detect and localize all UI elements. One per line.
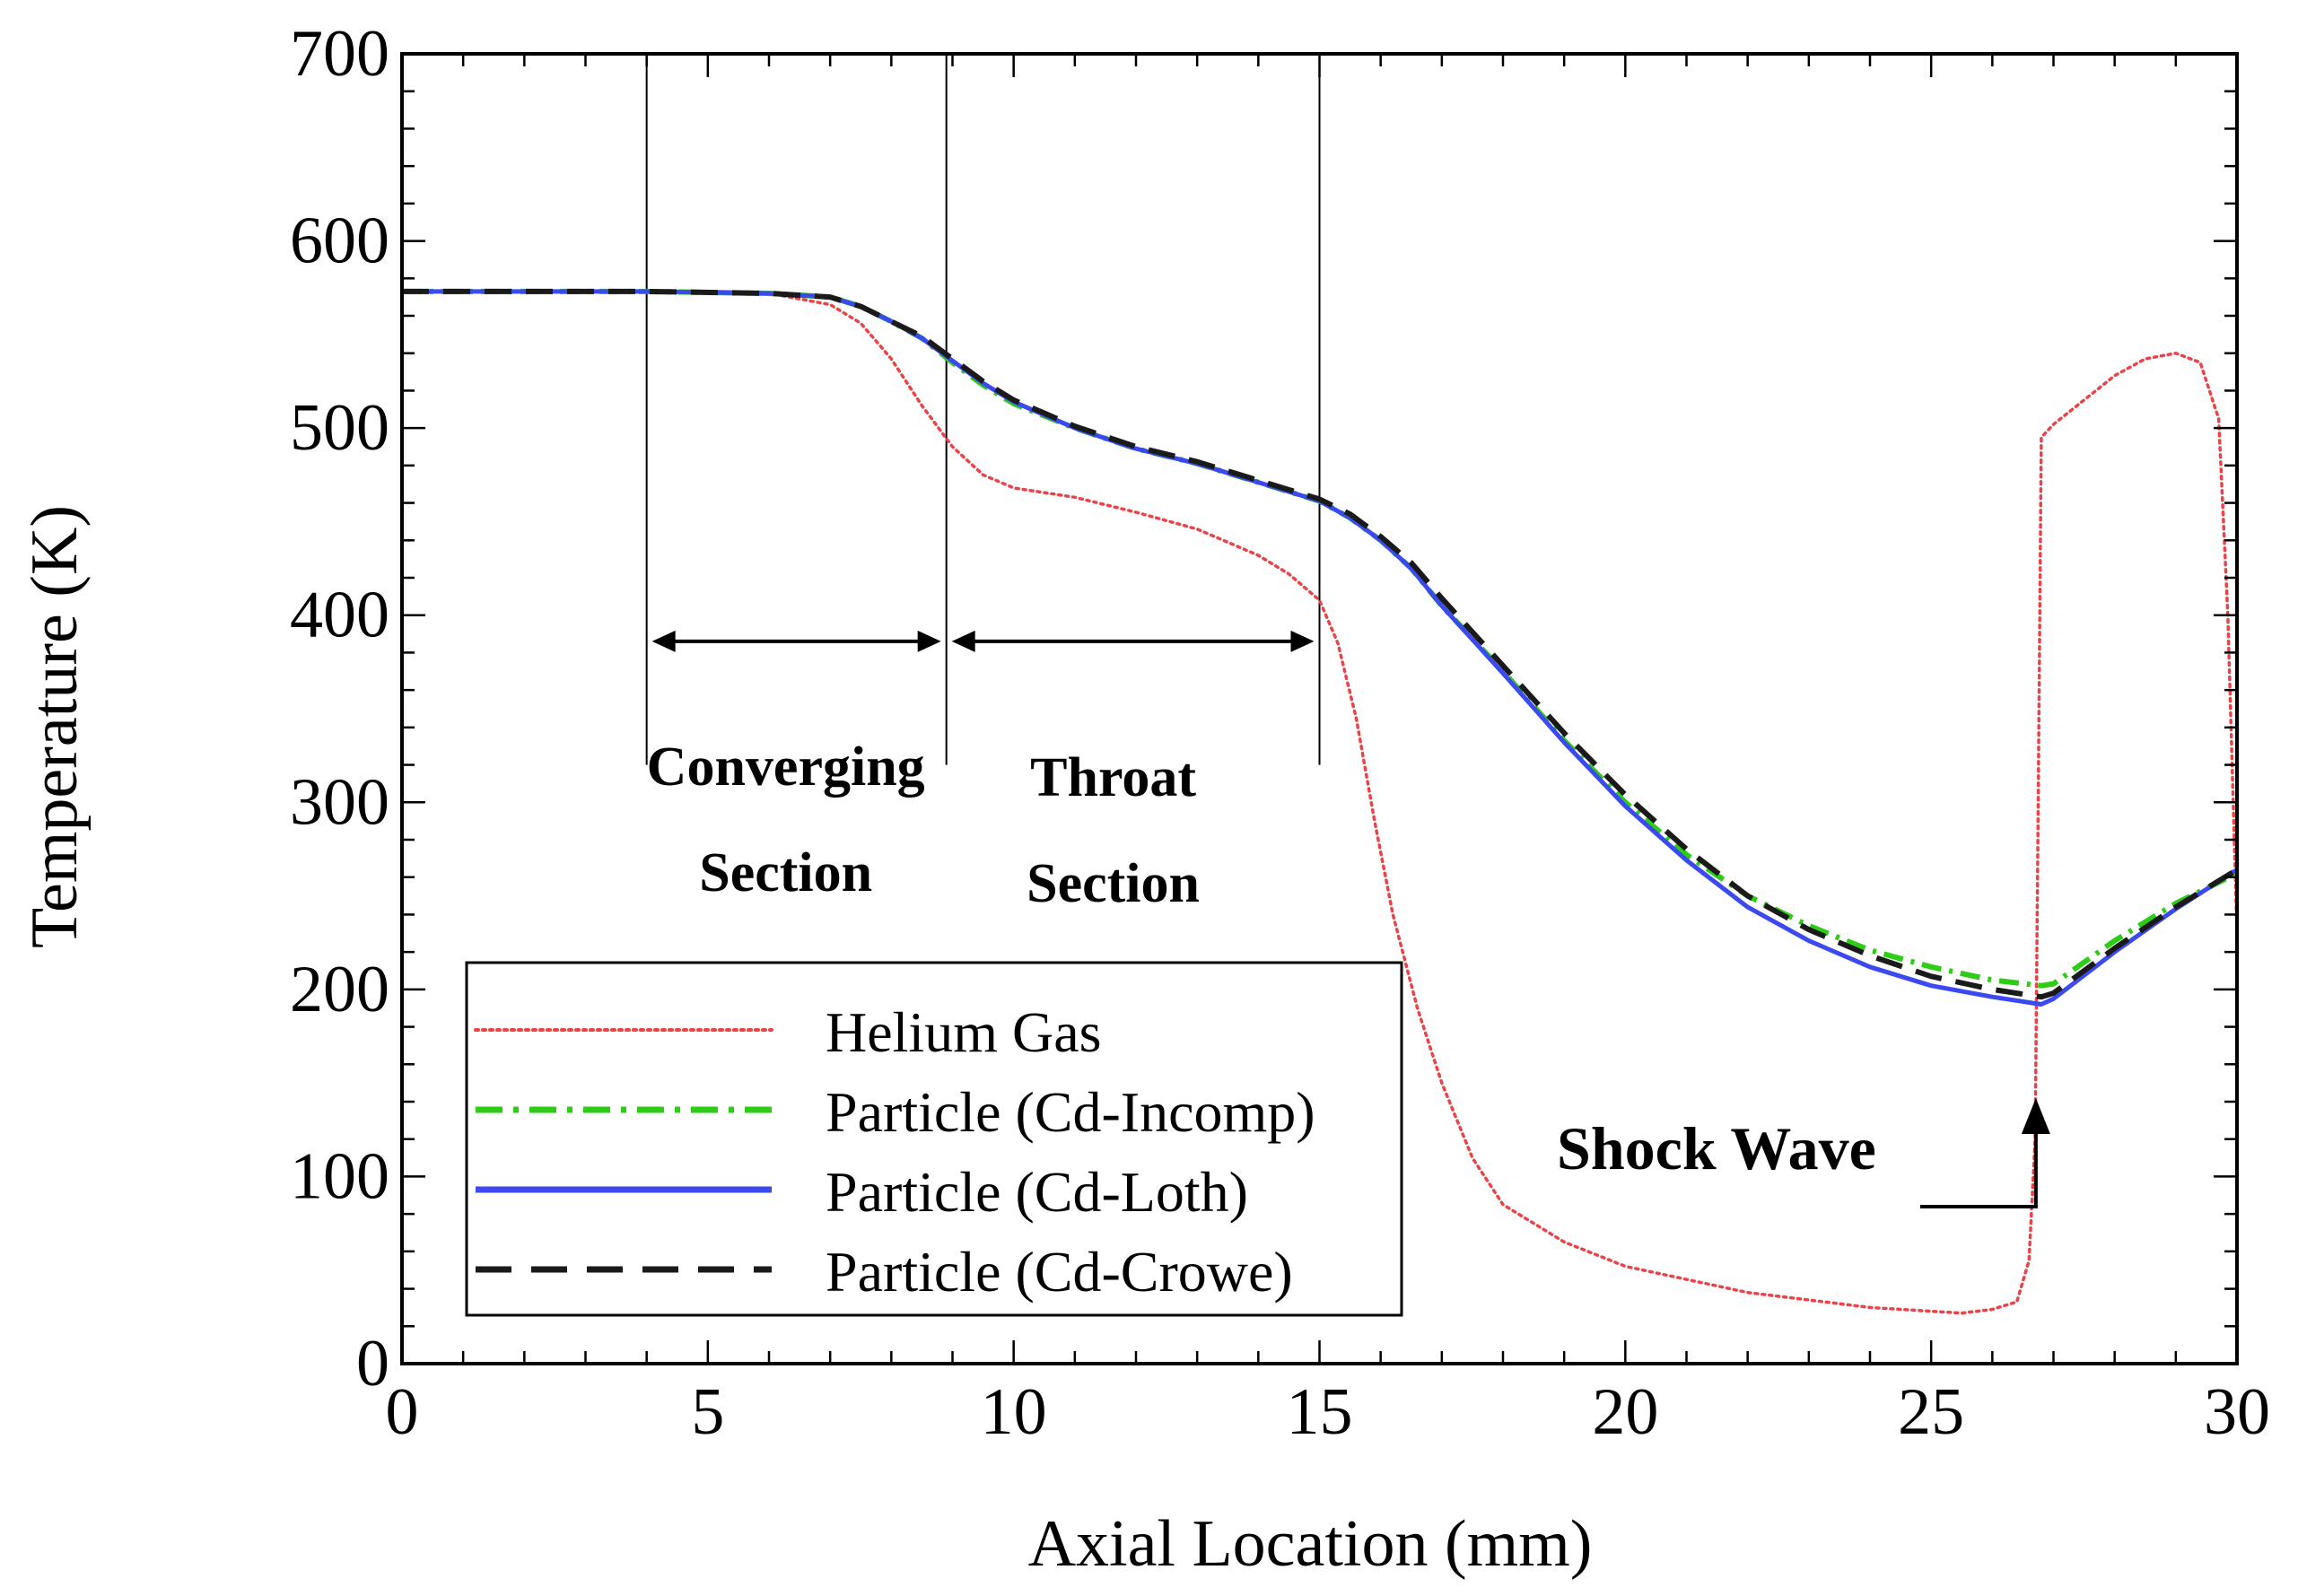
section-arrow-head-left-0: [651, 630, 676, 652]
y-tick-label: 600: [290, 205, 389, 278]
x-axis-label: Axial Location (mm): [1028, 1507, 1593, 1581]
y-tick-label: 400: [290, 579, 389, 652]
section-boundary-lines: [645, 54, 1321, 765]
section-arrow-head-right-1: [1290, 630, 1315, 652]
series-line-0: [400, 290, 2239, 1315]
legend: Helium Gas Particle (Cd-Incomp) Particle (…: [465, 961, 1403, 1317]
x-tick-label: 5: [691, 1375, 724, 1449]
section-label-1-1: Section: [1027, 853, 1200, 914]
section-label-0-1: Section: [699, 842, 872, 903]
x-tick-label: 10: [981, 1375, 1047, 1449]
shock-wave-arrow-shaft: [1920, 1129, 2038, 1208]
section-arrow-head-left-1: [951, 630, 975, 652]
x-tick-label: 25: [1898, 1375, 1964, 1449]
shock-wave-label: Shock Wave: [1557, 1114, 1876, 1182]
axis-ticks: [400, 52, 2239, 1365]
legend-label-3: Particle (Cd-Crowe): [826, 1240, 1293, 1304]
x-tick-label: 20: [1592, 1375, 1658, 1449]
y-tick-label: 200: [290, 953, 389, 1026]
section-label-1-0: Throat: [1030, 747, 1196, 808]
section-arrow-head-right-0: [917, 630, 941, 652]
section-label-0-0: Converging: [647, 737, 925, 798]
section-annotations: Converging Section Throat Section Shock Wave: [647, 630, 2050, 1208]
y-tick-label: 100: [290, 1139, 389, 1213]
y-tick-label: 300: [290, 765, 389, 839]
legend-label-0: Helium Gas: [826, 1000, 1102, 1064]
shock-wave-arrow-head: [2021, 1098, 2050, 1134]
y-axis-label: Temperature (K): [18, 505, 92, 948]
y-tick-label: 500: [290, 391, 389, 465]
y-tick-label: 0: [356, 1327, 389, 1400]
x-tick-label: 30: [2204, 1375, 2270, 1449]
plot-series: [400, 288, 2239, 1315]
legend-label-1: Particle (Cd-Incomp): [826, 1080, 1315, 1144]
x-tick-label: 15: [1287, 1375, 1353, 1449]
legend-box: [465, 961, 1403, 1317]
series-line-3: [402, 288, 2239, 1000]
x-tick-label: 0: [386, 1375, 419, 1449]
legend-label-2: Particle (Cd-Loth): [826, 1160, 1248, 1224]
y-tick-label: 700: [290, 17, 389, 91]
